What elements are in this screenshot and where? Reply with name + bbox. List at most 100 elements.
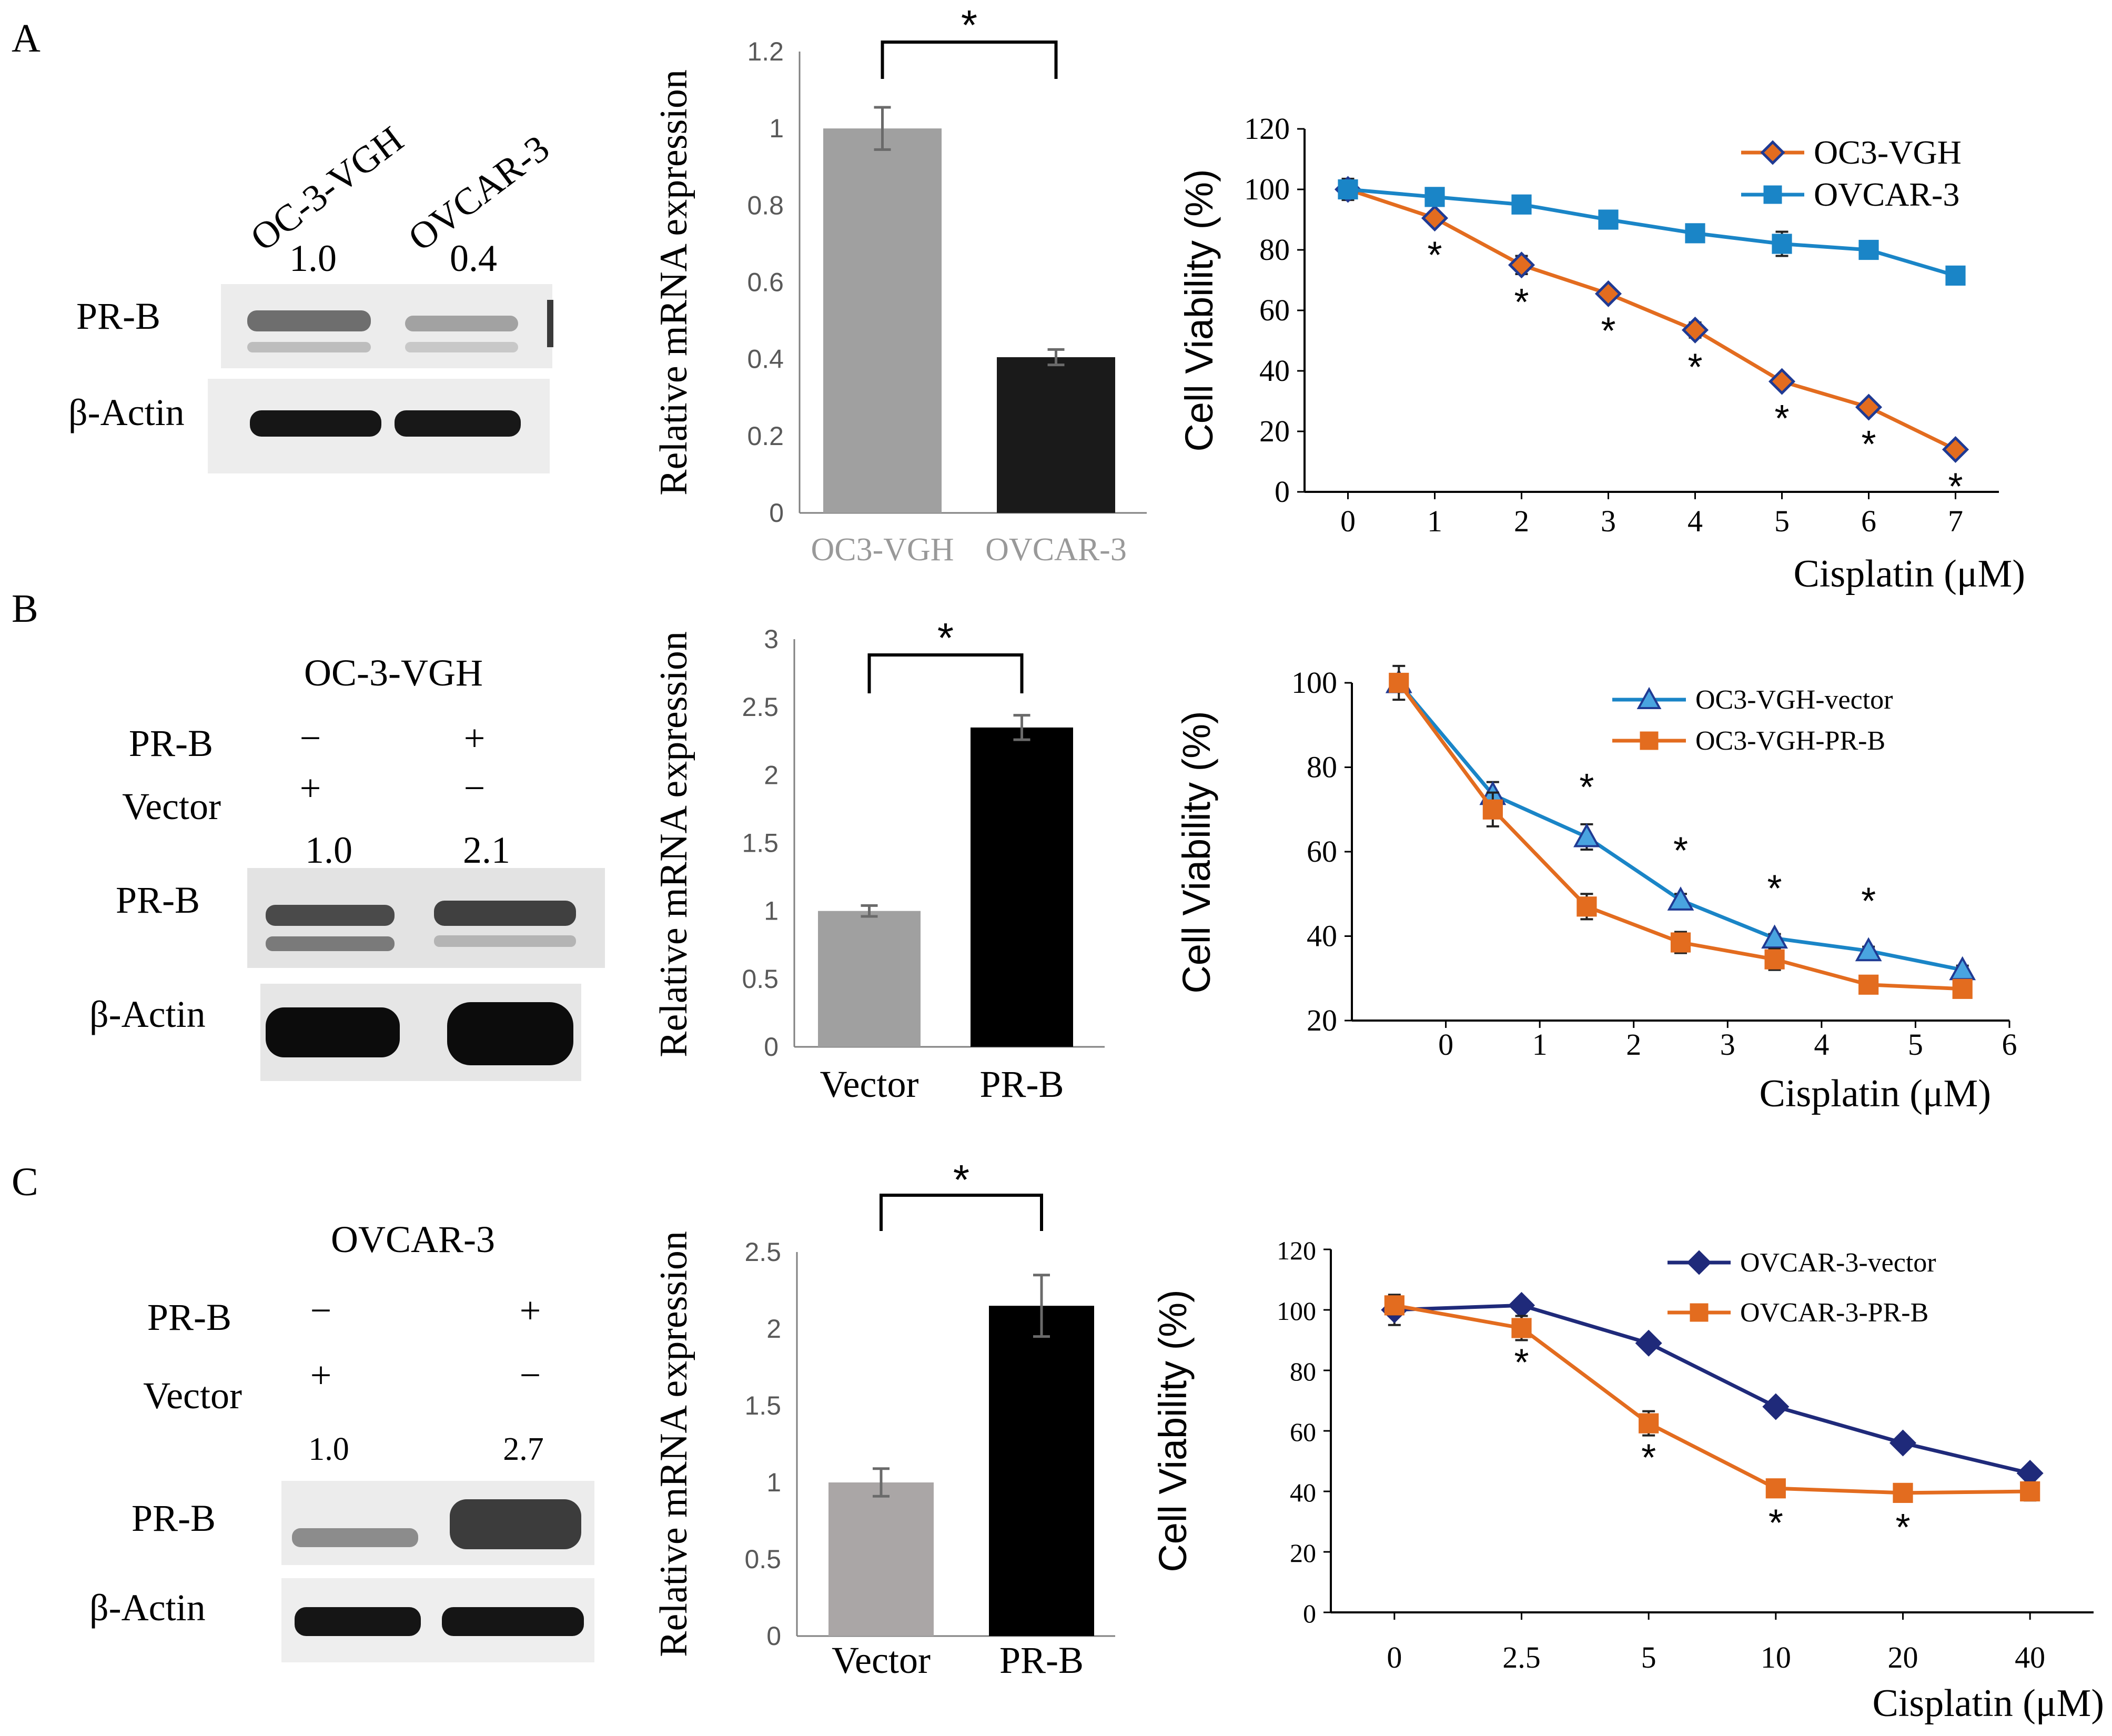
line-x-tick-label: 1 <box>1532 1027 1548 1062</box>
blot-c-pr-label: PR-B <box>132 1497 216 1539</box>
bar-category-label: Vector <box>820 1063 919 1105</box>
blot-b-row1-lane2: + <box>464 717 486 759</box>
data-point-marker <box>1681 316 1709 344</box>
data-point-marker <box>1598 209 1619 230</box>
bar-y-tick-label: 0.5 <box>744 1545 781 1574</box>
bar-significance-star: * <box>937 614 954 661</box>
significance-star: * <box>1579 766 1594 809</box>
blot-a-quant-2: 0.4 <box>450 237 497 279</box>
blot-c-row2-lane2: − <box>520 1354 541 1396</box>
blot-b-pr-band-2 <box>434 901 576 926</box>
blot-c-actin-label: β-Actin <box>89 1587 206 1629</box>
data-point-marker <box>1686 1250 1712 1275</box>
line-y-tick-label: 40 <box>1307 919 1337 953</box>
data-point-marker <box>1762 1393 1790 1420</box>
data-point-marker <box>1858 974 1879 995</box>
data-point-marker <box>1670 932 1691 953</box>
panel-letter-c: C <box>12 1160 38 1204</box>
line-x-tick-label: 20 <box>1888 1640 1918 1674</box>
data-point-marker <box>1636 687 1662 709</box>
blot-c-actin-band-2 <box>442 1607 584 1636</box>
data-point-marker <box>1384 1295 1404 1316</box>
significance-star: * <box>1948 466 1963 508</box>
blot-a-pr-band-1b <box>247 342 371 352</box>
bar-y-tick-label: 0 <box>769 498 784 528</box>
series-line <box>1394 1303 2030 1475</box>
blot-c-row1-lane2: + <box>520 1289 541 1331</box>
significance-star: * <box>1427 235 1442 277</box>
bar-chart-c: 0 0.5 1 1.5 2 2.5 Relative mRNA expression Vect… <box>652 1156 1115 1681</box>
line-y-tick-label: 20 <box>1290 1538 1316 1568</box>
series-line <box>1348 187 1956 278</box>
data-point-marker <box>1594 280 1622 307</box>
data-point-marker <box>1942 436 1969 463</box>
blot-c-header: OVCAR-3 <box>331 1218 495 1260</box>
bar <box>971 727 1073 1047</box>
legend-label: OVCAR-3 <box>1814 176 1959 213</box>
bar <box>989 1306 1094 1636</box>
blot-c-quant-1: 1.0 <box>308 1431 349 1467</box>
data-point-marker <box>1508 251 1535 279</box>
bar-y-tick-label: 2 <box>764 760 779 790</box>
line-y-axis-title: Cell Viability (%) <box>1175 711 1218 993</box>
data-point-marker <box>1893 1482 1913 1503</box>
line-y-tick-label: 120 <box>1277 1236 1316 1265</box>
blot-b-quant-2: 2.1 <box>463 829 510 871</box>
line-x-tick-label: 2 <box>1514 504 1529 538</box>
blot-b-pr-band-2b <box>434 935 576 947</box>
bar-significance-star: * <box>961 2 977 48</box>
blot-b-quant-1: 1.0 <box>305 829 352 871</box>
data-point-marker <box>1511 1318 1532 1338</box>
data-point-marker <box>1424 187 1445 207</box>
data-point-marker <box>1855 937 1882 962</box>
bar-y-tick-label: 1 <box>766 1468 781 1497</box>
significance-star: * <box>1769 1502 1783 1544</box>
data-point-marker <box>1511 194 1532 215</box>
line-x-tick-label: 5 <box>1774 504 1790 538</box>
line-x-axis-title: Cisplatin (μM) <box>1794 552 2026 596</box>
bar-y-tick-label: 0.5 <box>742 964 779 994</box>
blot-a-quant-1: 1.0 <box>289 237 337 279</box>
blot-a-pr-band-2 <box>405 316 518 331</box>
data-point-marker <box>1772 234 1792 254</box>
line-x-tick-label: 5 <box>1641 1640 1656 1674</box>
line-x-tick-label: 2 <box>1626 1027 1641 1062</box>
line-y-tick-label: 0 <box>1303 1599 1316 1628</box>
line-x-tick-label: 3 <box>1601 504 1616 538</box>
line-x-tick-label: 40 <box>2015 1640 2045 1674</box>
legend-label: OVCAR-3-PR-B <box>1740 1298 1928 1328</box>
bar-category-label: PR-B <box>999 1639 1084 1681</box>
significance-star: * <box>1687 346 1702 388</box>
significance-star: * <box>1895 1507 1910 1549</box>
bar-significance-bracket <box>867 653 1024 693</box>
bar-y-tick-label: 0.2 <box>747 421 784 451</box>
bar-y-tick-label: 0 <box>766 1621 781 1651</box>
blot-c: OVCAR-3 PR-B − + Vector + − 1.0 2.7 PR-B… <box>89 1218 594 1662</box>
data-point-marker <box>1760 140 1785 165</box>
line-y-tick-label: 20 <box>1307 1003 1337 1037</box>
data-point-marker <box>1765 1478 1786 1499</box>
legend-label: OVCAR-3-vector <box>1740 1248 1936 1278</box>
bar-y-tick-label: 0 <box>764 1032 779 1062</box>
bar-y-tick-label: 2.5 <box>744 1237 781 1267</box>
blot-b-actin-label: β-Actin <box>89 993 206 1035</box>
bar-significance-bracket <box>881 41 1058 79</box>
bar-y-axis-title: Relative mRNA expression <box>652 631 695 1057</box>
line-x-tick-label: 10 <box>1761 1640 1791 1674</box>
line-y-tick-label: 60 <box>1290 1417 1316 1447</box>
bar-chart-a: 0 0.2 0.4 0.6 0.8 1 1.2 Relative mRNA expressio… <box>652 2 1147 568</box>
blot-b: OC-3-VGH PR-B − + Vector + − 1.0 2.1 PR-… <box>89 652 605 1081</box>
blot-b-row1-lane1: − <box>300 717 321 759</box>
data-point-marker <box>1858 239 1879 260</box>
data-point-marker <box>1667 886 1694 911</box>
line-y-tick-label: 100 <box>1277 1296 1316 1326</box>
line-x-axis-title: Cisplatin (μM) <box>1760 1072 1992 1115</box>
bar-y-tick-label: 1.5 <box>742 829 779 858</box>
data-point-marker <box>1640 731 1659 750</box>
viability-chart-b: 20 40 60 80 100 0 1 2 3 4 5 6 Cell Viability (%) Cisp… <box>1175 664 2017 1115</box>
blot-a: OC-3-VGH OVCAR-3 1.0 0.4 PR-B β-Actin <box>68 118 557 473</box>
line-y-tick-label: 80 <box>1307 750 1337 784</box>
bar-y-axis-title: Relative mRNA expression <box>652 69 695 496</box>
data-point-marker <box>1768 368 1796 395</box>
